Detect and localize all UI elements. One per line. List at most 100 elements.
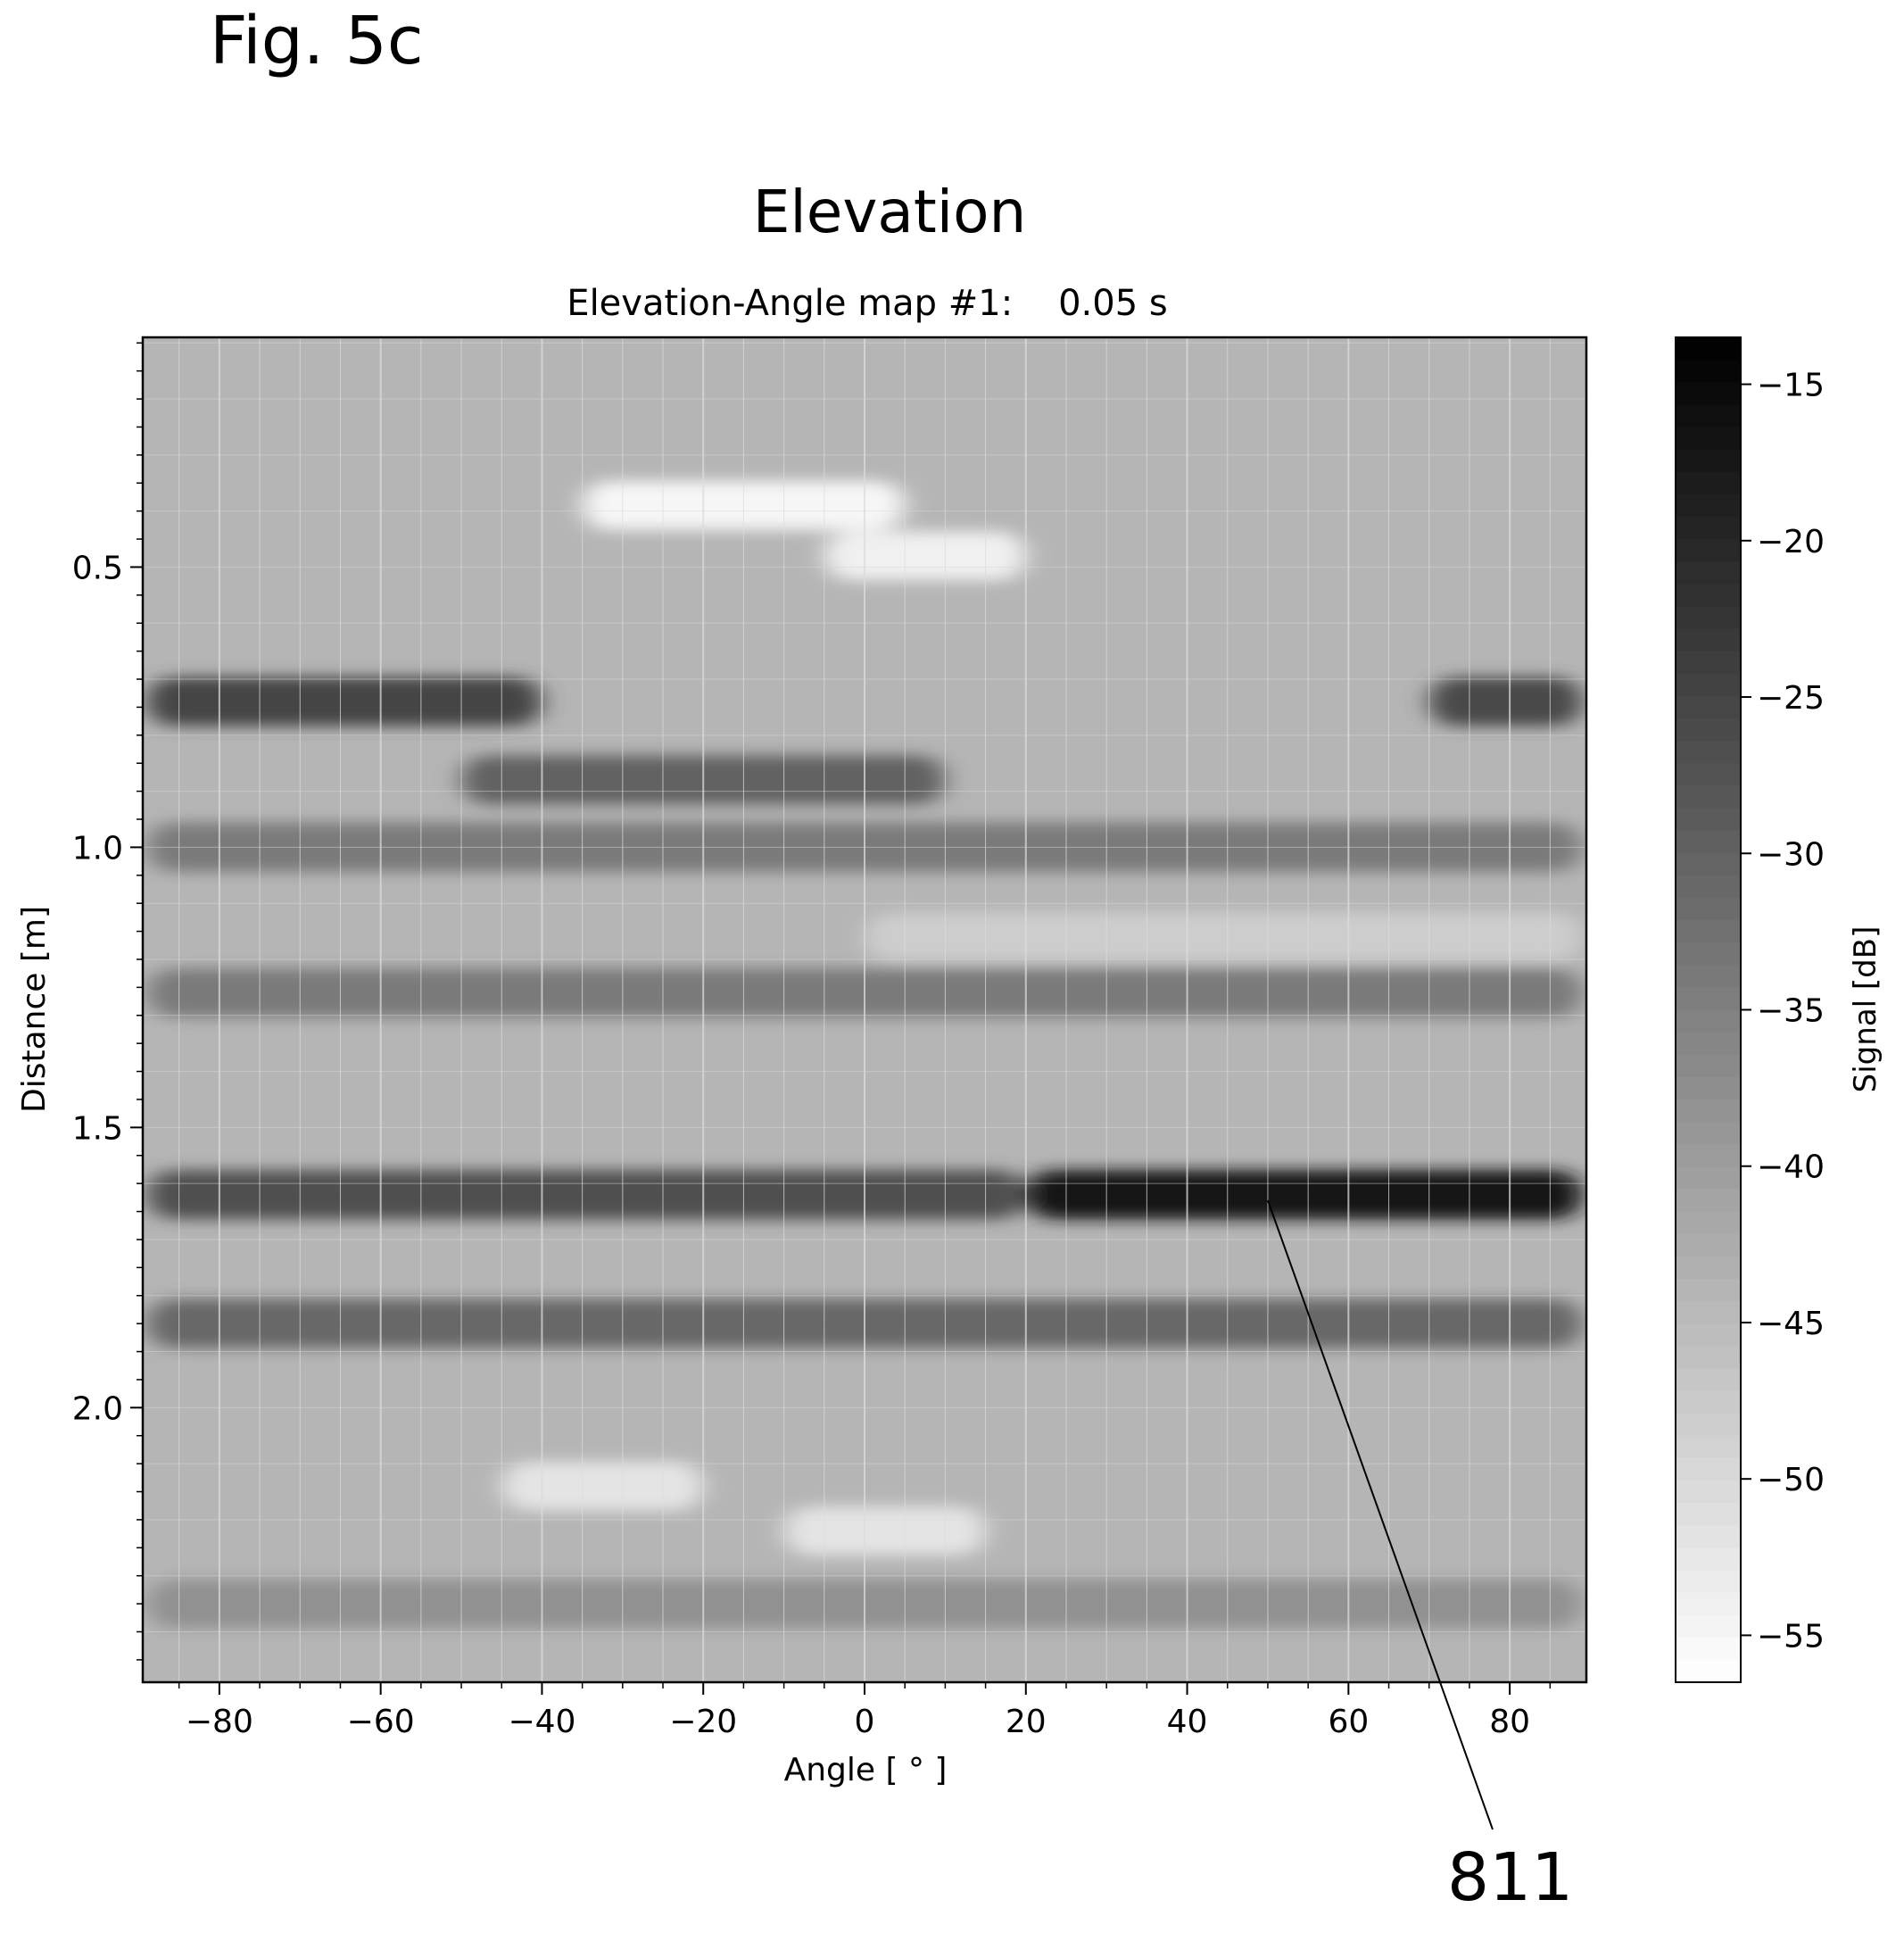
colorbar-segment (1676, 965, 1741, 989)
callout-number: 811 (1447, 1839, 1574, 1916)
x-tick-label: 60 (1328, 1704, 1369, 1740)
colorbar-segment (1676, 1547, 1741, 1572)
colorbar-segment (1676, 1144, 1741, 1168)
colorbar-segment (1676, 785, 1741, 809)
colorbar: −15 −20 −25 −30 −35 −40 −45 −50 −55 (1675, 336, 1825, 1683)
colorbar-segment (1676, 471, 1741, 495)
colorbar-segment (1676, 673, 1741, 697)
colorbar-segment (1676, 1323, 1741, 1348)
y-tick-label: 2.0 (72, 1390, 123, 1427)
colorbar-segment (1676, 1076, 1741, 1100)
y-tick-label: 1.0 (72, 830, 123, 867)
x-axis-label: Angle [ ° ] (784, 1752, 948, 1788)
x-tick-label: −60 (347, 1704, 415, 1740)
colorbar-segment (1676, 1659, 1741, 1683)
heatmap-band (146, 676, 542, 726)
colorbar-segment (1676, 1637, 1741, 1661)
colorbar-segment (1676, 1413, 1741, 1437)
colorbar-segment (1676, 1503, 1741, 1527)
figure-label: Fig. 5c (210, 3, 424, 79)
colorbar-segment (1676, 651, 1741, 675)
chart-title: Elevation (753, 178, 1027, 246)
colorbar-segment (1676, 584, 1741, 608)
colorbar-segment (1676, 1032, 1741, 1056)
x-tick-label: 80 (1489, 1704, 1530, 1740)
x-tick-label: −20 (669, 1704, 737, 1740)
x-tick-label: 0 (855, 1704, 875, 1740)
grid-lines (143, 337, 1586, 1682)
colorbar-segment (1676, 1189, 1741, 1213)
colorbar-tick-label: −20 (1757, 524, 1825, 560)
heatmap-band (501, 1461, 704, 1511)
x-tick-label: 20 (1006, 1704, 1047, 1740)
colorbar-segment (1676, 449, 1741, 473)
colorbar-segment (1676, 1346, 1741, 1370)
chart-subtitle: Elevation-Angle map #1: 0.05 s (567, 283, 1167, 324)
colorbar-segment (1676, 920, 1741, 944)
colorbar-segment (1676, 942, 1741, 966)
colorbar-label: Signal [dB] (1848, 926, 1883, 1093)
heatmap-band (865, 912, 1583, 962)
colorbar-segment (1676, 1166, 1741, 1190)
x-axis-ticks: −80 −60 −40 −20 0 20 40 60 80 (178, 1682, 1552, 1740)
y-tick-label: 0.5 (72, 550, 123, 586)
x-tick-label: 40 (1167, 1704, 1208, 1740)
colorbar-segment (1676, 1233, 1741, 1257)
colorbar-segment (1676, 404, 1741, 428)
colorbar-segment (1676, 360, 1741, 384)
colorbar-segment (1676, 852, 1741, 876)
heatmap-band (146, 1170, 1026, 1220)
colorbar-segment (1676, 897, 1741, 922)
colorbar-segment (1676, 628, 1741, 652)
heatmap-band (824, 531, 1026, 581)
colorbar-tick-label: −50 (1757, 1462, 1825, 1498)
colorbar-segment (1676, 539, 1741, 563)
colorbar-segment (1676, 718, 1741, 743)
colorbar-segment (1676, 1480, 1741, 1505)
colorbar-segment (1676, 561, 1741, 585)
colorbar-segment (1676, 382, 1741, 406)
colorbar-segment (1676, 1256, 1741, 1280)
colorbar-segment (1676, 1301, 1741, 1325)
x-tick-label: −40 (508, 1704, 575, 1740)
colorbar-tick-label: −40 (1757, 1149, 1825, 1186)
heatmap (143, 337, 1586, 1682)
colorbar-segment (1676, 808, 1741, 832)
colorbar-segment (1676, 987, 1741, 1011)
colorbar-segment (1676, 427, 1741, 451)
colorbar-segment (1676, 875, 1741, 899)
colorbar-tick-label: −55 (1757, 1618, 1825, 1655)
heatmap-band (1025, 1170, 1583, 1220)
y-axis-ticks: 0.5 1.0 1.5 2.0 (72, 342, 143, 1661)
colorbar-segment (1676, 695, 1741, 719)
colorbar-segment (1676, 1570, 1741, 1594)
colorbar-segment (1676, 1099, 1741, 1124)
colorbar-segment (1676, 1211, 1741, 1235)
colorbar-segment (1676, 1525, 1741, 1549)
colorbar-tick-label: −35 (1757, 993, 1825, 1030)
x-tick-label: −80 (186, 1704, 253, 1740)
colorbar-segment (1676, 1368, 1741, 1392)
colorbar-segment (1676, 494, 1741, 518)
y-axis-label: Distance [m] (16, 906, 53, 1113)
colorbar-segment (1676, 606, 1741, 630)
colorbar-tick-label: −15 (1757, 368, 1825, 404)
colorbar-segment (1676, 830, 1741, 854)
colorbar-segment (1676, 1614, 1741, 1638)
heatmap-band (783, 1506, 986, 1556)
colorbar-segment (1676, 1054, 1741, 1078)
callout-leader-line (1267, 1199, 1494, 1830)
colorbar-tick-label: −45 (1757, 1306, 1825, 1342)
colorbar-tick-label: −25 (1757, 680, 1825, 717)
colorbar-segment (1676, 1435, 1741, 1459)
colorbar-segment (1676, 763, 1741, 787)
colorbar-segment (1676, 337, 1741, 361)
colorbar-segment (1676, 1592, 1741, 1616)
colorbar-segment (1676, 1390, 1741, 1414)
colorbar-tick-label: −30 (1757, 836, 1825, 873)
colorbar-segment (1676, 1278, 1741, 1303)
colorbar-segment (1676, 1009, 1741, 1033)
colorbar-segment (1676, 1457, 1741, 1481)
heatmap-band (1428, 676, 1583, 726)
